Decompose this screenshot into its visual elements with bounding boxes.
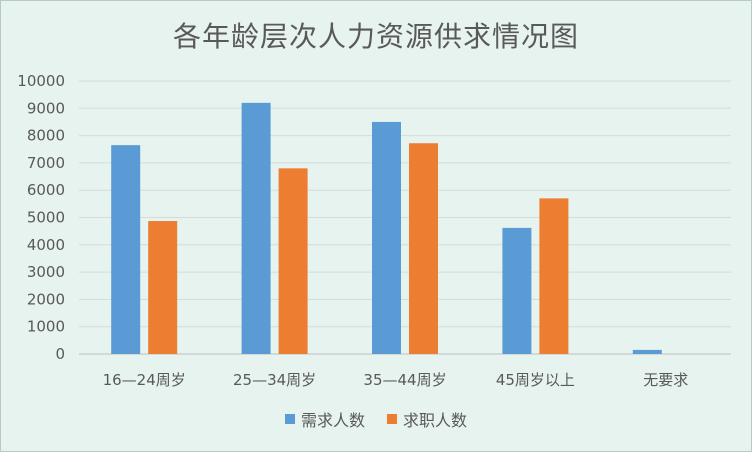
y-tick-label-5000: 5000 [27, 209, 65, 227]
bar-demand-4 [632, 349, 662, 354]
legend-item-demand: 需求人数 [284, 407, 365, 431]
legend-swatch-applicants [387, 414, 397, 424]
y-tick-label-9000: 9000 [27, 99, 65, 117]
y-tick-label-3000: 3000 [27, 263, 65, 281]
legend-swatch-demand [284, 414, 295, 424]
bar-demand-1 [241, 102, 271, 354]
bar-applicants-3 [539, 198, 569, 354]
chart-title: 各年龄层次人力资源供求情况图 [172, 20, 579, 53]
legend: 需求人数 求职人数 [1, 407, 751, 431]
y-tick-label-8000: 8000 [27, 127, 65, 145]
y-tick-label-4000: 4000 [27, 236, 65, 254]
bar-applicants-1 [278, 168, 308, 354]
bar-demand-3 [502, 227, 532, 354]
y-tick-label-2000: 2000 [27, 290, 65, 308]
legend-label-applicants: 求职人数 [403, 411, 468, 430]
x-tick-label-1: 25—34周岁 [233, 371, 316, 389]
bar-demand-2 [372, 121, 401, 354]
bar-applicants-0 [148, 221, 178, 354]
bar-demand-0 [111, 145, 141, 354]
x-tick-label-3: 45周岁以上 [496, 371, 575, 389]
y-tick-label-1000: 1000 [27, 318, 65, 336]
x-tick-label-4: 无要求 [643, 371, 688, 389]
y-tick-label-0: 0 [55, 345, 65, 363]
y-tick-label-7000: 7000 [27, 154, 65, 172]
x-tick-label-0: 16—24周岁 [103, 371, 186, 389]
bar-applicants-2 [409, 143, 438, 354]
legend-item-applicants: 求职人数 [387, 407, 467, 431]
y-tick-label-6000: 6000 [27, 181, 65, 199]
x-tick-label-2: 35—44周岁 [363, 371, 446, 389]
y-tick-label-10000: 10000 [17, 72, 65, 90]
legend-label-demand: 需求人数 [300, 411, 365, 430]
